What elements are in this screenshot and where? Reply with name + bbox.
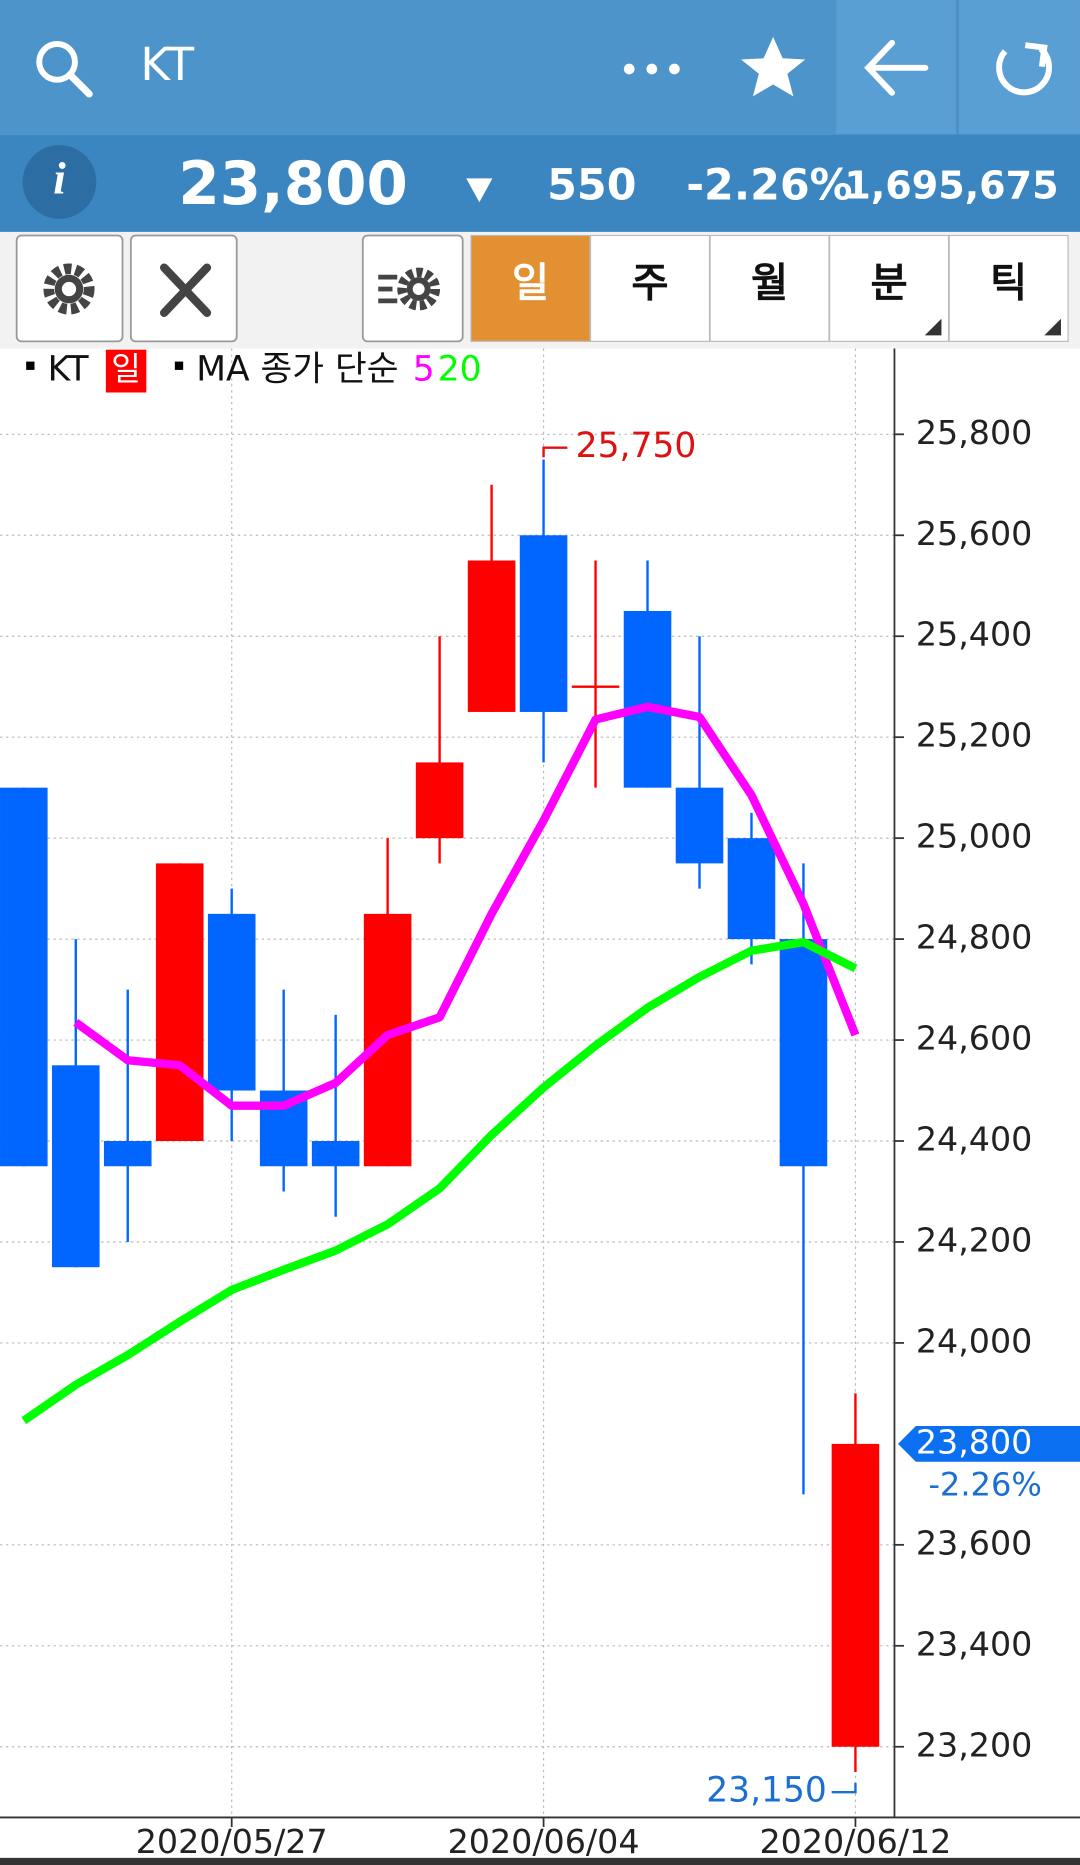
period-tab[interactable]: 월 [709, 234, 830, 342]
change: 550 [547, 160, 636, 210]
search-button[interactable] [36, 41, 93, 98]
down-arrow [466, 178, 493, 203]
tab-bg [948, 234, 1069, 342]
y-tick-label: 24,600 [916, 1019, 1033, 1058]
y-tick-label: 23,600 [916, 1523, 1033, 1562]
refresh-button[interactable] [996, 42, 1052, 96]
y-tick-label: 24,800 [916, 918, 1033, 957]
min-arrow [831, 1782, 857, 1794]
period-tab[interactable]: 주 [589, 234, 711, 342]
tab-bg [589, 234, 711, 342]
candle-body [519, 535, 568, 712]
legend-symbol: KT [48, 350, 90, 390]
candle-body [207, 913, 256, 1091]
y-tick-label: 24,000 [916, 1321, 1033, 1360]
max-arrow [542, 446, 568, 458]
price: 23,800 [178, 150, 407, 219]
ma-line [21, 937, 858, 1425]
legend-marker [26, 361, 35, 370]
tab-label: 일 [512, 258, 549, 306]
tab-bg [709, 234, 830, 342]
y-tick-label: 23,400 [916, 1624, 1033, 1663]
x-tick-label: 2020/06/04 [448, 1822, 640, 1861]
tab-label: 월 [751, 258, 788, 306]
max-label: 25,750 [576, 426, 697, 466]
candle-body [311, 1141, 360, 1167]
settings-button[interactable] [15, 234, 124, 343]
last-price-tag [898, 1426, 1080, 1462]
y-tick-label: 25,600 [916, 514, 1033, 553]
candle-body [467, 560, 516, 712]
plot-area [0, 348, 895, 1818]
tab-label: 주 [631, 258, 668, 306]
volume: 1,695,675 [844, 163, 1058, 207]
legend-ma: MA 종가 단순 [196, 350, 398, 390]
quote-bar [0, 134, 1080, 232]
info-icon: i [53, 154, 66, 204]
candle-body [831, 1443, 880, 1747]
min-label: 23,150 [706, 1771, 827, 1811]
last-price: 23,800 [916, 1422, 1033, 1461]
y-tick-label: 25,200 [916, 716, 1033, 755]
bottom-edge [0, 1857, 1080, 1865]
tab-label: 틱 [990, 258, 1027, 306]
legend-entry: 5 [413, 350, 435, 390]
y-tick-label: 24,200 [916, 1220, 1033, 1259]
tab-corner [1044, 318, 1061, 336]
y-tick-label: 25,800 [916, 413, 1033, 452]
legend-period: 일 [111, 350, 141, 388]
candle-body [103, 1141, 152, 1167]
y-tick-label: 24,400 [916, 1120, 1033, 1159]
candle-body [51, 1065, 100, 1268]
info-button[interactable] [22, 145, 97, 219]
candle-body [415, 762, 464, 839]
stock-name: KT [140, 38, 194, 91]
last-change: -2.26% [928, 1466, 1042, 1504]
y-tick-label: 25,000 [916, 817, 1033, 856]
candle-body [779, 939, 828, 1167]
candle-body [727, 838, 776, 940]
candle-body [675, 787, 724, 864]
tab-corner [924, 318, 942, 336]
tab-label: 분 [870, 258, 907, 306]
indicator-button[interactable] [361, 234, 464, 343]
ma-line [73, 702, 860, 1110]
candle-body [623, 610, 672, 788]
candle-body [571, 685, 620, 688]
legend-marker [174, 361, 184, 370]
tab-bg [470, 234, 591, 342]
period-tab[interactable]: 틱 [948, 234, 1069, 342]
period-tab[interactable]: 일 [470, 234, 591, 342]
y-tick-label: 25,400 [916, 615, 1033, 654]
period-tab[interactable]: 분 [829, 234, 950, 342]
x-tick-label: 2020/05/27 [136, 1822, 328, 1861]
chart: 23,200 23,400 23,600 24,000 24,200 24,400 24,6… [0, 348, 1080, 1861]
tools-button[interactable] [129, 234, 238, 343]
favorite-button[interactable] [741, 36, 806, 97]
y-tick-label: 23,200 [916, 1725, 1033, 1764]
back-button[interactable] [864, 39, 929, 96]
tab-bg [829, 234, 950, 342]
more-button[interactable] [623, 63, 680, 75]
change-pct: -2.26% [686, 160, 852, 210]
candle-body [0, 787, 48, 1167]
legend-period-bg [105, 349, 147, 393]
legend-entry: 20 [438, 350, 482, 390]
x-tick-label: 2020/06/12 [759, 1822, 951, 1861]
candle-body [155, 863, 204, 1142]
